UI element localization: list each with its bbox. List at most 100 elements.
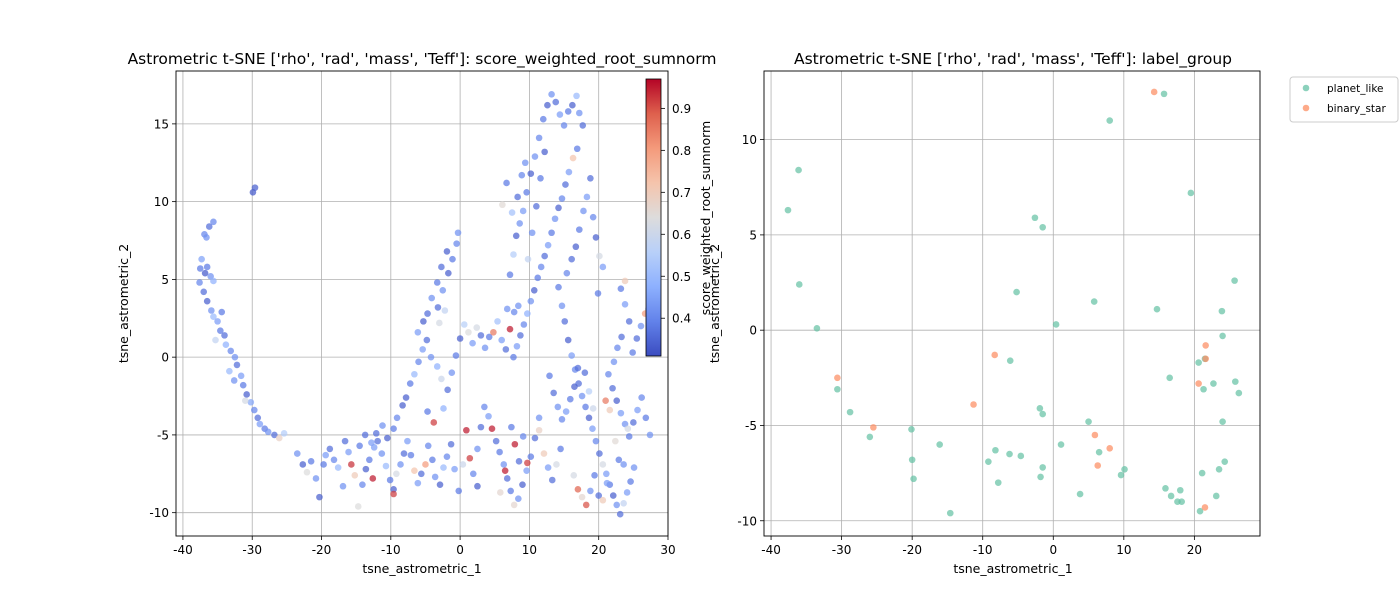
scatter-point: [465, 328, 472, 336]
scatter-point: [361, 431, 369, 439]
scatter-point: [439, 286, 447, 294]
scatter-point: [241, 397, 249, 404]
scatter-point: [459, 461, 467, 468]
scatter-point-planet-like: [1153, 305, 1161, 313]
scatter-point: [578, 392, 586, 400]
right-xtick-label: -20: [902, 543, 922, 557]
scatter-point: [527, 453, 535, 460]
scatter-point-planet-like: [1076, 490, 1084, 498]
scatter-point: [610, 358, 618, 366]
scatter-point: [569, 101, 576, 109]
scatter-point: [579, 122, 587, 129]
scatter-point: [510, 251, 517, 258]
legend-frame: [1289, 76, 1399, 123]
scatter-point: [594, 290, 602, 297]
scatter-point: [563, 269, 571, 277]
scatter-point: [227, 347, 235, 355]
scatter-point: [519, 481, 526, 488]
scatter-point-planet-like: [1117, 471, 1125, 479]
scatter-point: [589, 213, 597, 221]
scatter-point: [433, 363, 441, 370]
scatter-point-binary-star: [1106, 445, 1114, 452]
scatter-point: [208, 307, 215, 314]
scatter-point: [646, 431, 654, 439]
scatter-point: [580, 207, 587, 215]
scatter-point: [609, 384, 616, 392]
scatter-point: [508, 209, 516, 216]
scatter-point: [427, 353, 435, 361]
scatter-point: [492, 437, 500, 445]
right-xtick-label: 10: [1116, 543, 1131, 557]
scatter-point-planet-like: [1006, 450, 1013, 458]
scatter-point: [544, 101, 551, 109]
scatter-point-planet-like: [1039, 464, 1046, 471]
scatter-point: [203, 234, 210, 241]
scatter-point: [341, 437, 349, 445]
scatter-point: [488, 425, 496, 432]
scatter-point: [485, 333, 493, 341]
scatter-point: [280, 430, 288, 437]
scatter-point: [573, 145, 581, 153]
scatter-point: [330, 456, 338, 464]
scatter-point-planet-like: [1085, 418, 1092, 425]
scatter-point: [463, 426, 470, 434]
scatter-point: [535, 134, 543, 142]
scatter-point: [424, 310, 431, 317]
scatter-point: [404, 437, 411, 445]
scatter-point: [599, 496, 607, 504]
scatter-point-planet-like: [1006, 357, 1014, 364]
scatter-point: [564, 336, 572, 344]
scatter-point: [558, 416, 566, 423]
scatter-point: [406, 380, 414, 387]
scatter-point-planet-like: [1200, 385, 1207, 393]
scatter-point: [424, 442, 432, 450]
scatter-point: [271, 431, 278, 439]
scatter-point: [481, 344, 489, 352]
scatter-point: [570, 472, 578, 479]
right-points: [784, 88, 1243, 517]
scatter-point: [595, 492, 603, 499]
scatter-point: [574, 486, 582, 493]
scatter-point: [390, 486, 397, 493]
scatter-point: [444, 386, 451, 394]
scatter-point: [576, 109, 583, 117]
scatter-point-binary-star: [1091, 431, 1099, 439]
scatter-point: [218, 308, 226, 316]
scatter-point-binary-star: [1094, 462, 1102, 469]
scatter-point: [407, 451, 415, 459]
scatter-point: [531, 153, 539, 160]
scatter-point: [433, 279, 441, 286]
left-xlabel: tsne_astrometric_1: [362, 561, 481, 576]
right-axes-frame: [763, 70, 1261, 537]
right-xtick-label: -30: [832, 543, 852, 557]
scatter-point: [307, 458, 315, 465]
scatter-point: [359, 481, 366, 488]
scatter-point: [614, 344, 621, 352]
left-xtick-label: 30: [660, 543, 675, 557]
scatter-point: [530, 286, 538, 294]
scatter-point: [613, 397, 621, 404]
scatter-point: [499, 201, 506, 209]
scatter-point: [198, 255, 205, 263]
scatter-point: [527, 170, 535, 177]
scatter-point: [210, 218, 217, 226]
left-ytick-label: -10: [149, 506, 169, 520]
scatter-point-planet-like: [908, 456, 916, 464]
scatter-point: [356, 442, 363, 450]
scatter-point: [436, 319, 443, 327]
scatter-point: [562, 408, 570, 415]
scatter-point: [638, 394, 645, 401]
scatter-point-planet-like: [1106, 117, 1114, 124]
left-xtick-label: -30: [242, 543, 262, 557]
scatter-point-planet-like: [834, 385, 841, 393]
scatter-point: [382, 462, 390, 470]
scatter-point: [589, 425, 596, 432]
scatter-point-planet-like: [1166, 374, 1173, 382]
scatter-point: [226, 367, 233, 375]
scatter-point: [535, 426, 543, 434]
scatter-point: [592, 234, 600, 241]
scatter-point: [233, 361, 241, 369]
colorbar-tick-label: 0.6: [672, 228, 691, 242]
scatter-point: [397, 461, 404, 468]
scatter-point: [414, 479, 422, 487]
